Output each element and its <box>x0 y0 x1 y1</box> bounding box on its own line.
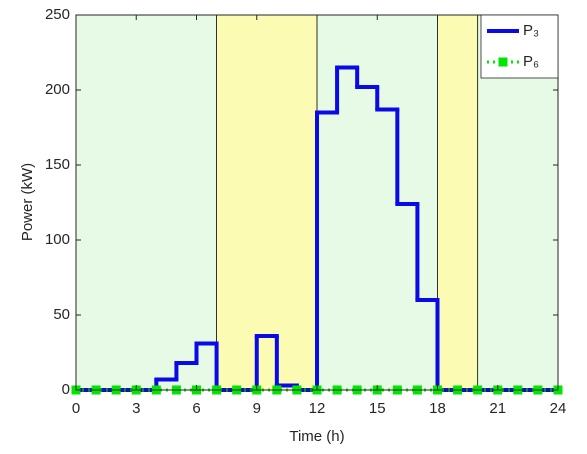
x-tick-label: 15 <box>369 400 386 417</box>
legend-box <box>480 14 559 79</box>
legend-label: P₆ <box>523 53 539 70</box>
y-tick-label: 150 <box>45 156 70 173</box>
band <box>437 15 478 390</box>
band <box>216 15 317 390</box>
bands <box>76 15 558 390</box>
x-tick-label: 9 <box>253 400 261 417</box>
y-tick-label: 250 <box>45 6 70 23</box>
x-tick-label: 0 <box>72 400 80 417</box>
x-tick-label: 12 <box>309 400 326 417</box>
y-axis-label: Power (kW) <box>19 163 36 241</box>
x-tick-label: 24 <box>550 400 567 417</box>
legend-marker <box>498 57 508 67</box>
x-axis-label: Time (h) <box>289 428 344 445</box>
band <box>76 15 217 390</box>
legend-label: P₃ <box>523 22 539 39</box>
x-tick-label: 6 <box>192 400 200 417</box>
band <box>317 15 438 390</box>
y-tick-label: 0 <box>62 381 70 398</box>
y-tick-label: 200 <box>45 81 70 98</box>
x-tick-label: 3 <box>132 400 140 417</box>
y-tick-label: 50 <box>53 306 70 323</box>
x-tick-label: 18 <box>429 400 446 417</box>
x-tick-label: 21 <box>489 400 506 417</box>
y-tick-label: 100 <box>45 231 70 248</box>
